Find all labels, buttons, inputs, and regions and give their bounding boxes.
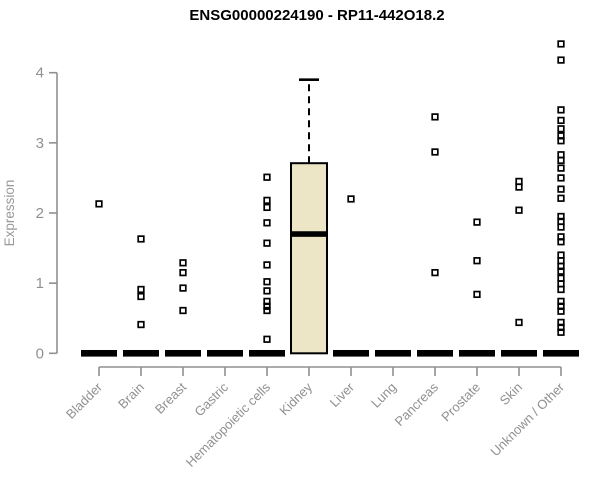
data-point — [557, 223, 565, 231]
data-point — [137, 235, 145, 243]
data-point — [557, 56, 565, 64]
data-point — [263, 239, 271, 247]
x-tick-label: Prostate — [438, 380, 483, 425]
data-point — [431, 148, 439, 156]
data-point — [557, 106, 565, 114]
data-point — [557, 137, 565, 145]
data-point — [263, 261, 271, 269]
data-point — [557, 238, 565, 246]
x-tick-label: Lung — [368, 380, 399, 411]
data-point — [431, 113, 439, 121]
data-point — [263, 306, 271, 315]
zero-median-bar — [207, 350, 243, 357]
data-point — [557, 285, 565, 294]
data-point — [557, 217, 565, 226]
data-point — [515, 177, 523, 186]
data-point — [263, 173, 271, 181]
x-tick-label: Unknown / Other — [488, 379, 568, 459]
data-point — [431, 268, 439, 277]
x-tick-label: Breast — [152, 379, 189, 416]
data-point — [179, 284, 187, 292]
data-point — [263, 278, 271, 286]
data-point — [179, 306, 187, 315]
x-tick-label: Kidney — [276, 379, 315, 418]
data-point — [179, 268, 187, 277]
data-point — [557, 257, 565, 265]
data-point — [557, 194, 565, 202]
data-point — [557, 307, 565, 315]
zero-median-bar — [249, 350, 285, 357]
zero-median-bar — [459, 350, 495, 357]
data-point — [557, 328, 565, 336]
chart-title: ENSG00000224190 - RP11-442O18.2 — [189, 7, 445, 24]
data-point — [557, 251, 565, 259]
data-point — [179, 259, 187, 267]
y-axis-title: Expression — [2, 180, 17, 247]
x-tick-label: Pancreas — [392, 379, 442, 429]
y-tick-label: 1 — [36, 275, 44, 292]
data-point — [263, 203, 271, 212]
x-tick-label: Brain — [115, 380, 147, 412]
zero-median-bar — [81, 350, 117, 357]
data-point — [515, 183, 523, 191]
data-point — [473, 218, 481, 226]
data-point — [473, 257, 481, 265]
data-point — [263, 335, 271, 343]
zero-median-bar — [417, 350, 453, 357]
zero-median-bar — [165, 350, 201, 357]
data-point — [557, 40, 565, 48]
zero-median-bar — [333, 350, 369, 357]
data-point — [557, 280, 565, 288]
y-tick-label: 4 — [36, 65, 44, 82]
data-point — [95, 200, 103, 208]
data-point — [557, 116, 565, 125]
data-point — [347, 195, 355, 203]
x-tick-label: Liver — [327, 379, 358, 410]
data-point — [137, 292, 145, 301]
x-tick-label: Skin — [497, 380, 525, 408]
data-point — [515, 318, 523, 327]
data-point — [557, 156, 565, 165]
data-point — [557, 174, 565, 182]
data-point — [557, 267, 565, 275]
data-point — [137, 285, 145, 294]
zero-median-bar — [375, 350, 411, 357]
data-point — [557, 151, 565, 159]
y-tick-label: 0 — [36, 345, 44, 362]
data-point — [263, 287, 271, 295]
data-point — [557, 185, 565, 193]
y-tick-label: 2 — [36, 205, 44, 222]
data-point — [557, 164, 565, 172]
y-tick-label: 3 — [36, 135, 44, 152]
data-point — [263, 219, 271, 227]
data-point — [473, 290, 481, 299]
zero-median-bar — [543, 350, 579, 357]
data-point — [557, 274, 565, 282]
data-point — [557, 125, 565, 133]
box-median-line — [291, 231, 327, 237]
zero-median-bar — [123, 350, 159, 357]
x-tick-label: Gastric — [191, 379, 231, 419]
data-point — [263, 196, 271, 205]
box — [290, 162, 328, 355]
zero-median-bar — [501, 350, 537, 357]
data-point — [263, 302, 271, 310]
data-point — [137, 320, 145, 329]
x-tick-label: Bladder — [63, 379, 106, 422]
data-point — [515, 206, 523, 214]
